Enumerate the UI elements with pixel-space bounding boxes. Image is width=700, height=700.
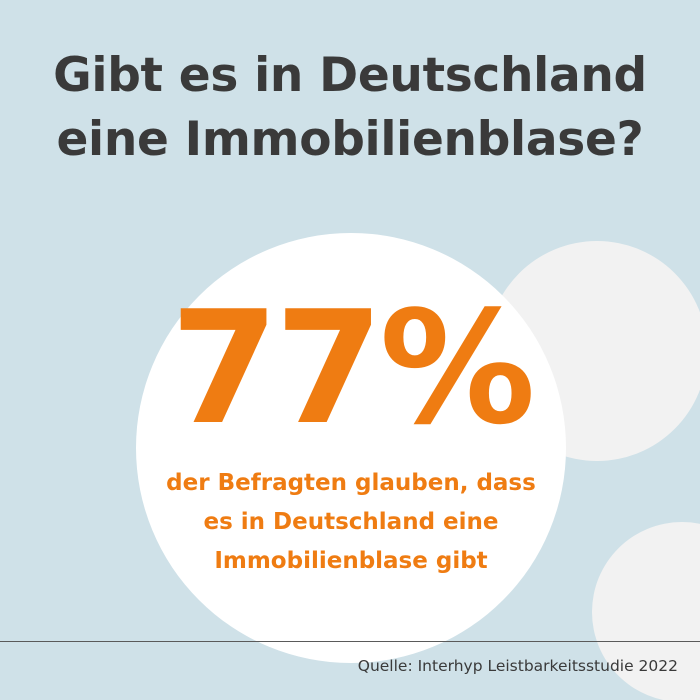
stat-value: 77% (170, 277, 535, 459)
stat-description-line-3: Immobilienblase gibt (214, 548, 488, 574)
headline-line-2: eine Immobilienblase? (56, 112, 644, 167)
source-citation: Quelle: Interhyp Leistbarkeitsstudie 202… (357, 657, 678, 675)
stat-description-line-2: es in Deutschland eine (203, 509, 499, 535)
headline-line-1: Gibt es in Deutschland (53, 48, 647, 103)
headline: Gibt es in Deutschland eine Immobilienbl… (0, 44, 700, 172)
stat-description: der Befragten glauben, dass es in Deutsc… (136, 464, 566, 581)
footer-divider (0, 641, 700, 642)
stat-description-line-1: der Befragten glauben, dass (166, 470, 536, 496)
stat-circle (136, 233, 566, 663)
